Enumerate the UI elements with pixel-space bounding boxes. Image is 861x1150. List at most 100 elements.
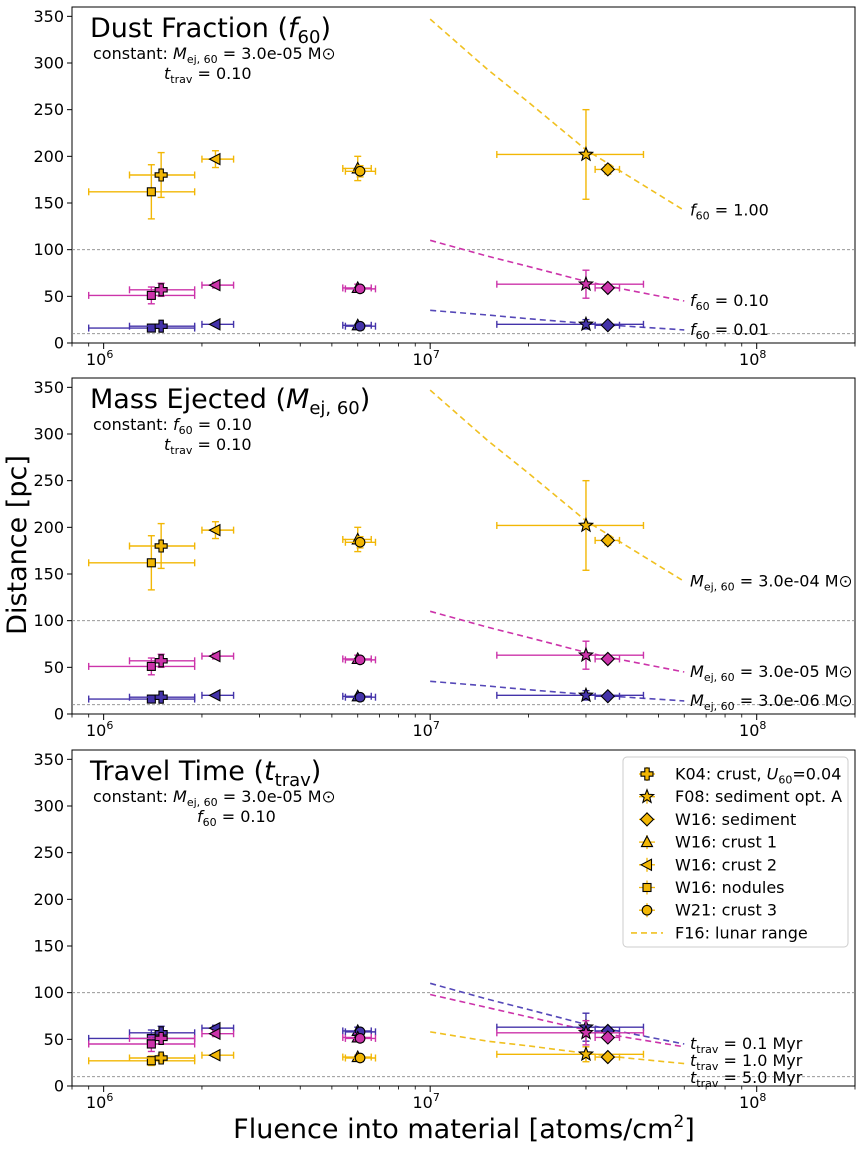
panel-1: 0 50 100 150 200 250 300 350 106 107 108 f60 = 1.00… xyxy=(33,6,856,369)
legend-item: F16: lunar range xyxy=(631,923,808,942)
legend-marker-circle xyxy=(641,904,653,916)
point-W21-purple xyxy=(354,320,366,332)
curve-label: f60 = 1.00 xyxy=(690,200,769,222)
panel-title: Mass Ejected (Mej, 60) xyxy=(90,384,370,419)
y-tick-label: 100 xyxy=(33,611,64,630)
point-W16c2-magenta xyxy=(208,1027,221,1041)
legend-label: K04: crust, U60=0.04 xyxy=(675,765,841,787)
legend-label: W16: crust 1 xyxy=(675,833,777,852)
series-curve-gold xyxy=(429,389,685,583)
y-axis-label: Distance [pc] xyxy=(2,455,33,635)
point-K04-purple xyxy=(154,690,168,704)
point-K04-gold xyxy=(154,1051,168,1065)
y-tick-label: 50 xyxy=(44,1030,64,1049)
constant-text: constant: f60 = 0.10 xyxy=(93,415,252,437)
sun-symbol-dot-icon xyxy=(844,699,847,703)
legend-label: F08: sediment opt. A xyxy=(675,787,842,806)
panel-2: 0 50 100 150 200 250 300 350 106 107 108 Mej, 60 = … xyxy=(33,377,856,740)
point-F08-purple xyxy=(577,315,595,332)
legend-marker-plus xyxy=(640,767,654,781)
point-W16c2-magenta xyxy=(208,649,221,663)
point-W21-gold xyxy=(354,1052,366,1064)
curve-label: Mej, 60 = 3.0e-04 M xyxy=(690,571,839,593)
y-tick-label: 150 xyxy=(33,565,64,584)
x-tick-label: 106 xyxy=(86,719,113,740)
curve-label: Mej, 60 = 3.0e-06 M xyxy=(690,691,839,713)
series-curve-purple xyxy=(429,982,685,1045)
point-W16c2-gold xyxy=(208,152,221,166)
y-tick-label: 350 xyxy=(33,7,64,26)
legend-item: W16: sediment xyxy=(639,810,796,829)
sun-symbol-icon xyxy=(323,791,335,803)
x-tick-label: 108 xyxy=(739,1091,766,1112)
point-W16n-gold xyxy=(146,187,156,197)
plot-frame xyxy=(71,749,856,1087)
series-curve-magenta xyxy=(429,239,685,302)
curve-label: ttrav = 1.0 Myr xyxy=(690,1051,803,1073)
point-W16c2-gold xyxy=(208,523,221,537)
legend-item: F08: sediment opt. A xyxy=(638,787,842,806)
x-axis-label: Fluence into material [atoms/cm2] xyxy=(233,1112,695,1145)
y-tick-label: 50 xyxy=(44,658,64,677)
constant-text: ttrav = 0.10 xyxy=(164,64,252,86)
legend-item: W16: nodules xyxy=(639,878,785,897)
point-W16s-gold xyxy=(600,162,616,177)
sun-symbol-dot-icon xyxy=(844,670,847,674)
y-tick-label: 300 xyxy=(33,425,64,444)
point-K04-gold xyxy=(154,539,168,553)
legend-item: W21: crust 3 xyxy=(639,901,777,920)
legend-item: K04: crust, U60=0.04 xyxy=(639,765,841,787)
point-W16n-magenta xyxy=(146,290,156,300)
legend-label: W21: crust 3 xyxy=(675,901,777,920)
point-W16c2-gold xyxy=(208,1048,221,1062)
curve-label: f60 = 0.10 xyxy=(690,291,769,313)
point-W16n-magenta xyxy=(146,661,156,671)
point-W16c2-magenta xyxy=(208,278,221,292)
x-tick-label: 107 xyxy=(412,1091,439,1112)
y-tick-label: 200 xyxy=(33,518,64,537)
series-curve-gold xyxy=(429,18,685,212)
y-tick-label: 50 xyxy=(44,287,64,306)
y-tick-label: 200 xyxy=(33,147,64,166)
point-W16n-gold xyxy=(146,558,156,568)
point-F08-magenta xyxy=(577,275,595,292)
curve-label: ttrav = 0.1 Myr xyxy=(690,1034,803,1056)
y-tick-label: 350 xyxy=(33,750,64,769)
legend-marker-triangle-left xyxy=(639,858,653,872)
y-tick-label: 150 xyxy=(33,194,64,213)
point-W16c2-purple xyxy=(208,688,221,702)
point-W16s-purple xyxy=(600,688,616,704)
y-tick-label: 100 xyxy=(33,983,64,1002)
sun-symbol-dot-icon xyxy=(327,52,330,56)
panel-3: 0 50 100 150 200 250 300 350 106 107 108 ttrav = 0.… xyxy=(33,749,856,1112)
x-tick-label: 107 xyxy=(412,719,439,740)
point-K04-magenta xyxy=(154,283,168,297)
point-F08-gold xyxy=(577,516,595,533)
point-F08-purple xyxy=(577,686,595,703)
point-W21-gold xyxy=(354,536,366,548)
panel-title: Dust Fraction (f60) xyxy=(90,13,331,48)
legend-marker-star xyxy=(638,788,656,804)
point-W16s-gold xyxy=(600,533,616,548)
sun-symbol-dot-icon xyxy=(327,795,330,799)
point-F08-magenta xyxy=(577,646,595,663)
point-W16s-magenta xyxy=(600,651,616,667)
legend-item: W16: crust 2 xyxy=(639,855,777,874)
point-F08-gold xyxy=(577,145,595,162)
panel-title: Travel Time (ttrav) xyxy=(89,756,321,791)
series-curve-magenta xyxy=(429,610,685,673)
legend-label: F16: lunar range xyxy=(675,923,808,942)
legend-label: W16: sediment xyxy=(675,810,796,829)
legend-box xyxy=(622,756,849,948)
point-W21-magenta xyxy=(354,283,366,295)
constant-text: f60 = 0.10 xyxy=(197,807,276,829)
point-W21-gold xyxy=(354,165,366,177)
y-tick-label: 150 xyxy=(33,937,64,956)
point-W16s-purple xyxy=(600,317,616,333)
series-curve-magenta xyxy=(429,993,685,1048)
y-tick-label: 0 xyxy=(54,705,64,724)
point-W16n-purple xyxy=(146,694,156,704)
legend-label: W16: nodules xyxy=(675,878,785,897)
